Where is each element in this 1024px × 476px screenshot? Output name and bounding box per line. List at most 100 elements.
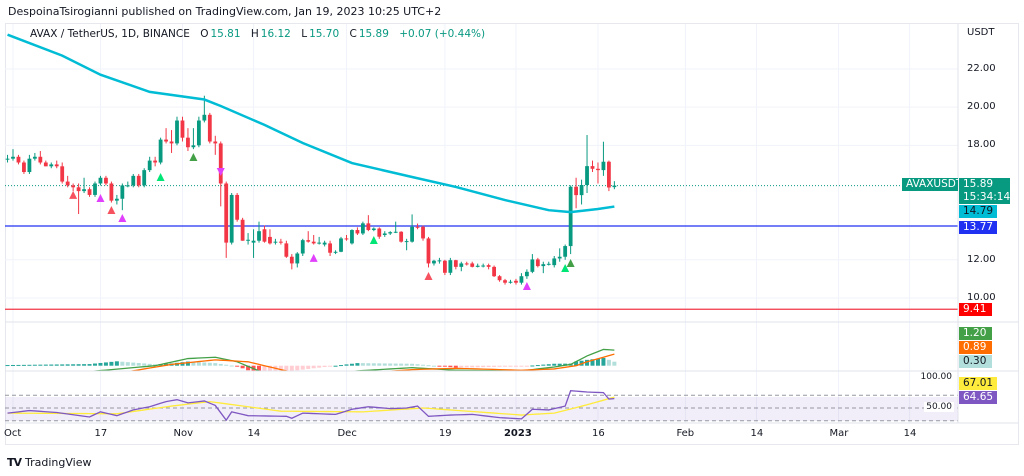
candle — [432, 259, 436, 266]
candle-body — [202, 114, 207, 121]
candle — [306, 231, 311, 243]
macd-histogram-bar — [54, 364, 59, 366]
candle-body — [295, 253, 300, 264]
macd-histogram-bar — [601, 357, 606, 366]
macd-histogram-bar — [421, 364, 426, 366]
macd-histogram-bar — [410, 363, 415, 366]
candle-body — [76, 187, 81, 192]
macd-histogram-bar — [355, 363, 360, 366]
candle — [273, 238, 278, 245]
candle — [131, 173, 136, 188]
candles — [5, 95, 617, 285]
candle — [213, 135, 218, 155]
candle — [136, 173, 141, 188]
candle-body — [169, 141, 174, 144]
candle-body — [508, 281, 513, 283]
macd-histogram-bar — [284, 365, 289, 371]
macd-histogram-bar — [120, 361, 125, 366]
triangle-down-marker-icon — [216, 168, 225, 177]
macd-content — [5, 348, 617, 371]
macd-histogram-bar — [16, 364, 21, 366]
candle — [322, 240, 327, 247]
candle-body — [207, 114, 212, 142]
candle — [257, 221, 261, 243]
candle — [563, 244, 568, 260]
candle — [590, 160, 595, 173]
candle — [514, 278, 518, 285]
macd-histogram-bar — [552, 363, 557, 366]
macd-histogram-bar — [142, 363, 147, 366]
candle-body — [16, 156, 21, 163]
time-label: 14 — [750, 428, 764, 439]
candle-body — [32, 156, 37, 159]
symbol-legend: AVAX / TetherUS, 1D, BINANCE O 15.81 H 16.… — [30, 28, 486, 40]
candle-body — [568, 186, 573, 247]
candle — [366, 215, 371, 232]
macd-histogram-bar — [541, 364, 546, 366]
candle — [109, 181, 114, 203]
candle-body — [235, 194, 240, 220]
macd-histogram-bar — [366, 363, 371, 366]
candle-body — [541, 264, 546, 267]
macd-histogram-bar — [382, 363, 387, 366]
publisher-line: DespoinaTsirogianni published on Trading… — [8, 5, 442, 18]
macd-histogram-bar — [218, 363, 223, 366]
candle-body — [191, 145, 196, 148]
candle — [153, 156, 158, 167]
symbol-title: AVAX / TetherUS, 1D, BINANCE — [30, 28, 190, 40]
candle-body — [519, 276, 524, 283]
macd-histogram-bar — [257, 365, 262, 371]
candle-body — [289, 256, 294, 264]
candle — [32, 152, 37, 161]
time-label: 17 — [94, 428, 108, 439]
candle — [328, 240, 332, 256]
candle-body — [388, 232, 393, 234]
candle — [535, 257, 540, 268]
rsi-top-label: 100.00 — [918, 372, 954, 382]
macd-histogram-bar — [295, 365, 300, 371]
macd-histogram-bar — [224, 364, 229, 366]
macd-histogram-bar — [43, 364, 48, 366]
macd-histogram-bar — [87, 364, 92, 366]
candle-body — [448, 260, 453, 273]
macd-histogram-bar — [229, 365, 234, 367]
candle — [43, 160, 48, 167]
candle — [355, 227, 360, 235]
candle-body — [601, 161, 606, 171]
candle-body — [11, 156, 15, 159]
candle — [607, 160, 611, 192]
time-label: 19 — [438, 428, 452, 439]
candle-body — [579, 185, 584, 196]
candle — [251, 229, 256, 258]
macd-histogram-bar — [180, 362, 185, 366]
candle-body — [475, 265, 480, 267]
tradingview-logo[interactable]: TV TradingView — [7, 456, 92, 469]
time-label: 16 — [591, 428, 605, 439]
macd-histogram-bar — [262, 365, 267, 371]
candle-body — [432, 260, 436, 264]
candle — [191, 128, 196, 150]
time-label: Feb — [676, 428, 695, 439]
candle-body — [481, 265, 486, 267]
candle-body — [492, 266, 496, 277]
price-label: 20.00 — [967, 101, 996, 113]
candle — [49, 162, 54, 169]
candle — [98, 175, 103, 186]
candle-body — [426, 238, 431, 264]
candle-body — [27, 158, 32, 173]
last-price-tag: 15.89 15:34:14 — [959, 178, 1010, 204]
candle-body — [257, 231, 261, 241]
candle-body — [38, 156, 43, 163]
macd-histogram-bar — [125, 362, 130, 366]
red-line-tag: 9.41 — [959, 303, 992, 316]
candle-body — [229, 194, 234, 243]
macd-histogram-bar — [289, 365, 294, 371]
candle — [71, 183, 76, 192]
macd-histogram-bar — [235, 365, 240, 367]
candle-body — [546, 263, 551, 265]
macd-histogram-bar — [530, 365, 535, 367]
macd-histogram-bar — [475, 365, 480, 368]
candle-body — [104, 177, 108, 184]
candle — [426, 236, 431, 268]
